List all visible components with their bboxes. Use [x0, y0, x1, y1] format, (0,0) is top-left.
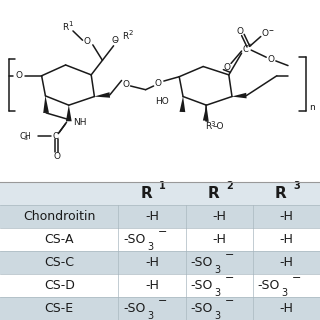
Text: 3: 3	[24, 136, 28, 141]
Text: 3: 3	[147, 311, 153, 320]
Text: −: −	[158, 296, 167, 306]
Text: n: n	[309, 103, 315, 112]
Polygon shape	[180, 97, 185, 112]
Text: HO: HO	[155, 97, 169, 106]
Text: CS-E: CS-E	[44, 302, 74, 315]
Text: O: O	[268, 55, 275, 64]
Text: R: R	[140, 186, 152, 201]
Bar	[0, 274, 320, 297]
Text: 2: 2	[128, 30, 132, 36]
Text: 3: 3	[147, 242, 153, 252]
Text: −: −	[225, 250, 234, 260]
Bar	[0, 182, 320, 205]
Text: O: O	[223, 63, 230, 72]
Text: CS-D: CS-D	[44, 279, 75, 292]
Text: 3: 3	[293, 181, 300, 191]
Text: 1: 1	[68, 21, 73, 27]
Bar	[0, 297, 320, 320]
Text: -H: -H	[279, 302, 293, 315]
Text: R: R	[122, 32, 128, 41]
Bar	[0, 251, 320, 274]
Text: –O: –O	[212, 122, 224, 131]
Text: O: O	[53, 152, 60, 161]
Text: NH: NH	[73, 118, 86, 127]
Text: -SO: -SO	[123, 302, 146, 315]
Text: R: R	[205, 122, 211, 131]
Text: R: R	[62, 23, 69, 32]
Text: O: O	[112, 36, 119, 45]
Text: 3: 3	[211, 121, 215, 127]
Text: -H: -H	[145, 256, 159, 269]
Text: O: O	[261, 29, 268, 38]
Text: O: O	[236, 27, 244, 36]
Text: 2: 2	[226, 181, 233, 191]
Text: -SO: -SO	[190, 279, 213, 292]
Text: 1: 1	[159, 181, 166, 191]
Text: -H: -H	[279, 233, 293, 246]
Text: -H: -H	[212, 210, 226, 223]
Text: 3: 3	[214, 288, 220, 298]
Polygon shape	[203, 105, 209, 121]
Text: CS-A: CS-A	[44, 233, 74, 246]
Text: −: −	[292, 273, 301, 283]
Text: −: −	[158, 227, 167, 237]
Text: O: O	[16, 71, 23, 80]
Text: -SO: -SO	[258, 279, 280, 292]
Text: 3: 3	[214, 311, 220, 320]
Polygon shape	[43, 96, 49, 113]
Text: R: R	[275, 186, 286, 201]
Text: –: –	[113, 36, 117, 45]
Text: −: −	[225, 296, 234, 306]
Polygon shape	[94, 92, 110, 98]
Text: *: *	[248, 43, 252, 52]
Text: H: H	[25, 132, 30, 140]
Text: 3: 3	[214, 265, 220, 275]
Text: CS-C: CS-C	[44, 256, 74, 269]
Polygon shape	[66, 105, 72, 121]
Polygon shape	[232, 93, 247, 98]
Bar	[0, 228, 320, 251]
Text: -SO: -SO	[190, 256, 213, 269]
Text: C: C	[243, 45, 249, 54]
Text: −: −	[225, 273, 234, 283]
Text: O: O	[122, 80, 129, 89]
Text: Chondroitin: Chondroitin	[23, 210, 95, 223]
Text: C: C	[20, 132, 25, 140]
Text: -H: -H	[279, 210, 293, 223]
Text: –: –	[268, 25, 273, 35]
Text: 3: 3	[282, 288, 288, 298]
Text: -H: -H	[212, 233, 226, 246]
Text: -SO: -SO	[123, 233, 146, 246]
Text: -H: -H	[279, 256, 293, 269]
Text: -H: -H	[145, 210, 159, 223]
Text: -SO: -SO	[190, 302, 213, 315]
Bar	[0, 205, 320, 228]
Text: -H: -H	[145, 279, 159, 292]
Text: O: O	[84, 37, 91, 46]
Text: O: O	[155, 79, 162, 88]
Text: C: C	[52, 132, 58, 140]
Text: R: R	[208, 186, 219, 201]
